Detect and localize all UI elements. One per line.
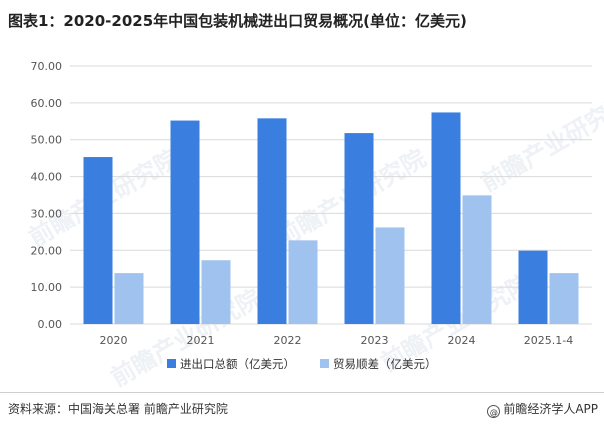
x-tick-label: 2023: [361, 334, 389, 347]
bar-surplus: [462, 195, 492, 324]
bar-total: [431, 112, 461, 324]
bar-chart: 前瞻产业研究院前瞻产业研究院前瞻产业研究院前瞻产业研究院前瞻产业研究院 0.00…: [24, 60, 604, 392]
bar-total: [257, 118, 287, 324]
y-tick-label: 0.00: [38, 318, 63, 331]
legend-label: 进出口总额（亿美元）: [180, 357, 295, 371]
bar-surplus: [201, 260, 231, 324]
x-tick-label: 2021: [187, 334, 215, 347]
y-tick-label: 60.00: [31, 97, 63, 110]
bar-surplus: [549, 273, 579, 324]
y-tick-label: 50.00: [31, 134, 63, 147]
bar-total: [83, 157, 113, 324]
y-tick-label: 20.00: [31, 244, 63, 257]
gridlines: [70, 65, 592, 325]
bar-surplus: [114, 273, 144, 324]
bar-surplus: [375, 227, 405, 324]
brand-label[interactable]: @ 前瞻经济学人APP: [487, 400, 598, 418]
watermark-text: 前瞻产业研究院: [476, 89, 604, 197]
at-icon: @: [487, 405, 501, 418]
x-tick-label: 2020: [100, 334, 128, 347]
legend-label: 贸易顺差（亿美元）: [333, 357, 437, 371]
legend-swatch: [167, 359, 176, 368]
x-tick-label: 2025.1-4: [524, 334, 573, 347]
footer: 资料来源：中国海关总署 前瞻产业研究院 @ 前瞻经济学人APP: [0, 392, 604, 427]
y-tick-label: 40.00: [31, 171, 63, 184]
y-tick-label: 10.00: [31, 281, 63, 294]
brand-text: 前瞻经济学人APP: [503, 402, 598, 416]
chart-title: 图表1：2020-2025年中国包装机械进出口贸易概况(单位：亿美元): [8, 12, 467, 30]
y-axis: 0.00 10.00 20.00 30.00 40.00 50.00 60.00 70.00: [31, 60, 63, 331]
legend: 进出口总额（亿美元） 贸易顺差（亿美元）: [167, 357, 437, 371]
legend-swatch: [320, 359, 329, 368]
bar-total: [518, 250, 548, 324]
y-tick-label: 70.00: [31, 60, 63, 73]
bar-surplus: [288, 240, 318, 324]
bar-total: [170, 120, 200, 324]
y-tick-label: 30.00: [31, 207, 63, 220]
bar-total: [344, 133, 374, 324]
x-tick-label: 2024: [448, 334, 476, 347]
bars: [83, 112, 579, 324]
x-tick-label: 2022: [274, 334, 302, 347]
x-axis: 2020 2021 2022 2023 2024 2025.1-4: [100, 334, 574, 347]
source-note: 资料来源：中国海关总署 前瞻产业研究院: [8, 402, 228, 416]
